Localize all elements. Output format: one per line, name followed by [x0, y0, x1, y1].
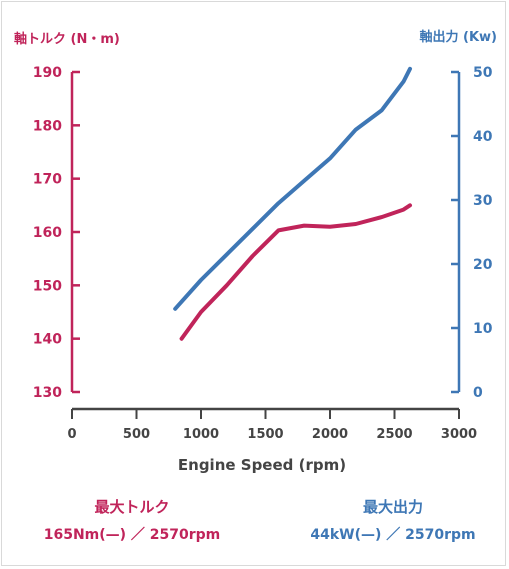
left-tick-label: 180 [33, 118, 62, 134]
x-tick-label: 2000 [312, 427, 348, 442]
x-tick-label: 3000 [441, 427, 477, 442]
left-tick-label: 150 [33, 278, 62, 294]
left-tick-label: 190 [33, 65, 62, 81]
legend-torque-title: 最大トルク [94, 498, 169, 516]
torque-series-line [179, 203, 412, 341]
x-axis-label: Engine Speed (rpm) [178, 456, 346, 474]
left-tick-label: 160 [33, 225, 62, 241]
legend-power-title: 最大出力 [363, 498, 423, 516]
series-group [173, 66, 412, 341]
x-tick-label: 0 [67, 427, 76, 442]
right-tick-label: 10 [473, 321, 493, 337]
right-tick-label: 40 [473, 129, 493, 145]
power-series-line [173, 66, 412, 311]
right-tick-label: 0 [473, 385, 483, 401]
legend-torque-value: 165Nm(—) ／ 2570rpm [44, 527, 221, 543]
x-tick-label: 1000 [183, 427, 219, 442]
left-tick-label: 130 [33, 385, 62, 401]
x-tick-label: 500 [123, 427, 150, 442]
x-tick-label: 1500 [247, 427, 283, 442]
right-tick-label: 50 [473, 65, 493, 81]
legend-power-value: 44kW(—) ／ 2570rpm [310, 527, 475, 543]
left-axis-title: 軸トルク (N・m) [14, 31, 120, 47]
left-tick-label: 170 [33, 172, 62, 188]
x-tick-label: 2500 [376, 427, 412, 442]
right-tick-label: 30 [473, 193, 493, 209]
right-axis-title: 軸出力 (Kw) [420, 29, 498, 45]
left-tick-label: 140 [33, 332, 62, 348]
right-tick-label: 20 [473, 257, 493, 273]
